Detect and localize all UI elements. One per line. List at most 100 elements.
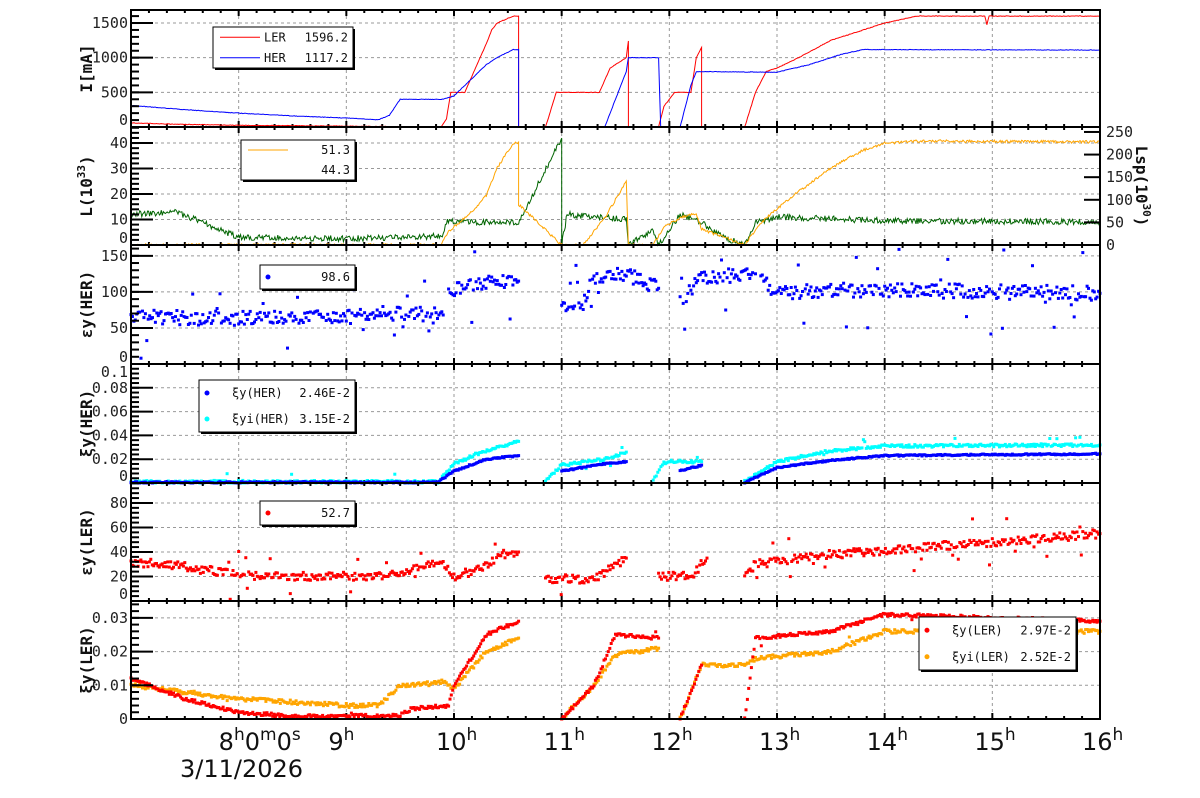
her-emittance-point — [909, 294, 912, 298]
ler-emittance-point — [466, 575, 470, 578]
y-tick-label: 0 — [119, 467, 128, 485]
legend-value: 2.52E-2 — [1020, 650, 1071, 664]
xi-y-ler-red-point — [698, 665, 702, 669]
xi-y-ler-orange-point — [288, 698, 292, 702]
her-emittance-point — [347, 308, 351, 312]
xi-y-ler-red-point — [207, 702, 211, 706]
xi-y-ler-red-point — [960, 614, 964, 618]
her-emittance-point — [939, 278, 943, 282]
her-emittance-point — [457, 281, 461, 285]
xi-y-ler-red-point — [295, 716, 299, 720]
ler-emittance-point — [784, 560, 788, 564]
her-emittance-point — [280, 316, 284, 320]
xi-y-ler-orange-point — [601, 670, 605, 674]
y-tick-label: 0 — [119, 229, 128, 247]
xi-y-ler-orange-point — [657, 646, 661, 650]
her-emittance-point — [1087, 286, 1090, 290]
ler-emittance-point — [263, 576, 266, 580]
y-tick-label: 0.02 — [92, 450, 128, 468]
ler-emittance-point — [601, 569, 605, 573]
xi-y-ler-orange-point — [503, 640, 507, 644]
her-emittance-point — [641, 284, 645, 288]
xi-y-ler-orange-point — [433, 680, 437, 683]
legend-value: 1596.2 — [305, 30, 348, 44]
her-emittance-point — [577, 301, 581, 305]
her-emittance-point — [284, 319, 288, 323]
xi-y-ler-orange-point — [758, 657, 762, 661]
ler-emittance-point — [1075, 530, 1079, 534]
ler-emittance-point — [415, 563, 419, 567]
ler-emittance-point — [549, 576, 553, 580]
ler-emittance-point — [458, 576, 462, 580]
her-emittance-point — [1015, 292, 1019, 296]
her-emittance-point — [990, 290, 994, 294]
ler-emittance-point — [1054, 536, 1057, 540]
x-tick-unit: h — [897, 725, 908, 745]
ler-emittance-point — [517, 550, 521, 554]
ler-emittance-point — [429, 562, 433, 566]
ler-emittance-point — [164, 565, 168, 569]
legend-dot-swatch — [204, 416, 210, 422]
her-current-line — [130, 48, 1100, 128]
xi-y-ler-orange-point — [769, 656, 773, 660]
ler-emittance-point — [607, 564, 611, 568]
y-tick-label: 10 — [110, 211, 128, 229]
her-emittance-point — [211, 319, 215, 323]
xi-y-her-cyan-point — [620, 446, 624, 449]
xi-y-ler-orange-point — [477, 658, 481, 662]
ler-emittance-point — [451, 576, 454, 580]
her-emittance-point — [255, 312, 259, 316]
her-emittance-point — [1041, 294, 1045, 298]
her-emittance-point — [835, 287, 838, 291]
her-emittance-point — [610, 277, 614, 281]
xi-y-ler-red-point — [639, 636, 643, 640]
her-emittance-point — [721, 279, 725, 283]
xi-y-her-cyan-point — [888, 445, 892, 448]
her-emittance-point — [148, 314, 152, 318]
ler-emittance-point — [177, 566, 181, 570]
xi-y-ler-red-point — [314, 715, 317, 719]
ler-emittance-point — [296, 577, 299, 581]
ler-emittance-point — [892, 547, 896, 551]
xi-y-ler-red-point — [891, 612, 895, 616]
her-emittance-point — [437, 313, 441, 317]
her-emittance-point — [1089, 298, 1093, 302]
x-tick-unit: h — [1113, 725, 1124, 745]
ler-emittance-point — [434, 561, 437, 565]
xi-y-ler-red-point — [796, 633, 799, 637]
her-emittance-point — [616, 266, 619, 270]
ler-emittance-point — [807, 558, 811, 562]
her-emittance-point — [1056, 296, 1060, 300]
right-y-tick-label: 50 — [1106, 213, 1124, 231]
xi-y-ler-red-point — [355, 713, 359, 717]
ler-emittance-point — [1064, 535, 1067, 539]
xi-y-ler-orange-point — [367, 702, 371, 705]
ler-emittance-point — [1031, 534, 1034, 538]
ler-emittance-point — [853, 550, 857, 554]
legend-box — [259, 500, 356, 526]
xi-y-ler-red-point — [241, 710, 245, 714]
xi-y-ler-red-point — [292, 715, 296, 719]
her-emittance-point — [1029, 294, 1033, 298]
ler-emittance-point — [679, 573, 683, 577]
her-emittance-point — [850, 283, 854, 287]
y-tick-label: 50 — [110, 319, 128, 337]
her-emittance-point — [228, 321, 232, 325]
her-emittance-point — [725, 276, 729, 280]
ler-emittance-point — [1084, 531, 1088, 535]
ler-emittance-point — [791, 558, 795, 562]
y-axis-label-exponent: 33 — [75, 165, 88, 178]
ler-emittance-point — [1015, 542, 1019, 546]
her-emittance-point — [488, 279, 492, 283]
her-emittance-point — [843, 288, 847, 292]
her-emittance-point — [342, 312, 345, 316]
y-tick-label: 20 — [110, 567, 128, 585]
her-emittance-point — [754, 272, 757, 276]
ler-emittance-point — [582, 581, 586, 585]
her-emittance-point — [722, 271, 726, 275]
her-emittance-point — [263, 311, 266, 315]
xi-y-ler-orange-point — [133, 682, 137, 686]
her-emittance-point — [468, 278, 472, 282]
ler-emittance-point — [333, 574, 337, 578]
xi-y-her-cyan-point — [653, 475, 657, 479]
